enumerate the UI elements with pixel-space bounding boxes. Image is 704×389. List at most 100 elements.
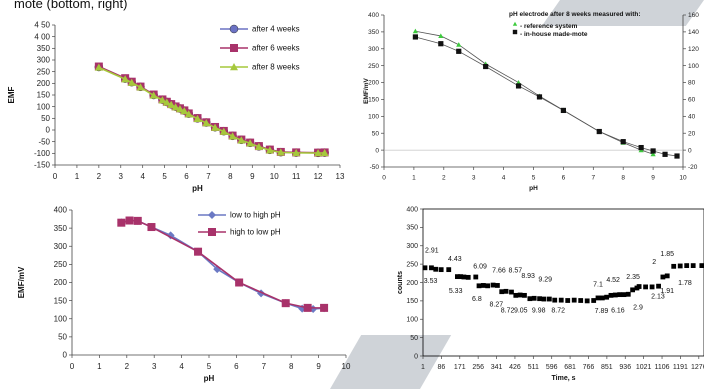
data-label: 1.91 <box>660 288 674 295</box>
x-tick-label: 5 <box>207 362 212 371</box>
x-tick-label: 13 <box>336 172 345 181</box>
x-tick-label: 7 <box>591 175 595 182</box>
data-point <box>133 216 142 225</box>
x-tick-label: 596 <box>546 364 558 371</box>
y-tick-label: -100 <box>34 149 51 158</box>
x-tick-label: 6 <box>184 172 189 181</box>
data-point <box>656 283 661 289</box>
data-point <box>158 96 167 104</box>
x-tick-label: 9 <box>651 175 655 182</box>
data-point <box>620 139 626 145</box>
data-label: 4.43 <box>448 256 462 263</box>
x-tick-label: 256 <box>472 364 484 371</box>
data-point <box>149 91 158 99</box>
x-tick-label: 1 <box>412 175 416 182</box>
data-label: 7.1 <box>593 282 603 289</box>
y2-tick-label: 140 <box>688 29 699 36</box>
y-tick-label: 100 <box>54 314 68 323</box>
data-point <box>276 148 285 156</box>
data-point <box>476 283 482 289</box>
legend-marker <box>230 44 238 52</box>
y-axis-label: counts <box>397 271 404 294</box>
data-point <box>167 100 176 108</box>
data-label: 6.8 <box>472 296 482 303</box>
data-point <box>219 127 228 135</box>
data-point <box>522 292 527 298</box>
data-point <box>94 63 103 71</box>
y-tick-label: 350 <box>37 44 51 53</box>
data-point <box>517 292 523 298</box>
x-tick-label: 10 <box>679 175 687 182</box>
data-point <box>499 289 505 295</box>
x-tick-label: 11 <box>292 172 301 181</box>
x-tick-label: 6 <box>234 362 239 371</box>
x-tick-label: 12 <box>314 172 323 181</box>
data-label: 7.66 <box>492 268 506 275</box>
x-tick-label: 766 <box>583 364 595 371</box>
data-point <box>422 265 428 271</box>
y-tick-label: 250 <box>37 67 51 76</box>
data-point <box>438 267 444 273</box>
data-point <box>446 267 452 273</box>
y-tick-label: 350 <box>406 225 418 232</box>
data-point <box>671 263 677 269</box>
y-tick-label: 50 <box>410 335 418 342</box>
data-point <box>490 282 496 288</box>
x-tick-label: 3 <box>119 172 124 181</box>
x-tick-label: 4 <box>502 175 506 182</box>
y-tick-label: 50 <box>41 114 50 123</box>
y-tick-label: 150 <box>37 91 51 100</box>
x-tick-label: 851 <box>601 364 613 371</box>
y-tick-label: 0 <box>46 126 51 135</box>
data-point <box>595 295 601 301</box>
x-tick-label: 8 <box>289 362 294 371</box>
data-point <box>495 283 500 288</box>
y2-tick-label: 120 <box>688 46 699 53</box>
y-tick-label: 50 <box>372 130 380 137</box>
y2-tick-label: 100 <box>688 63 699 70</box>
data-label: 9.29 <box>538 276 552 283</box>
data-point <box>515 83 522 89</box>
data-point <box>246 139 255 147</box>
x-tick-label: 511 <box>528 364 539 371</box>
y-tick-label: 200 <box>406 280 418 287</box>
data-point <box>625 291 631 297</box>
y-tick-label: 150 <box>368 97 379 104</box>
data-point <box>184 110 193 118</box>
data-point <box>537 296 542 302</box>
y-tick-label: 350 <box>54 224 68 233</box>
data-point <box>560 107 566 114</box>
data-point <box>650 148 656 154</box>
x-tick-label: 7 <box>262 362 267 371</box>
data-point <box>473 274 479 280</box>
legend-marker <box>230 63 238 71</box>
data-point <box>483 63 489 70</box>
legend-marker <box>512 29 518 35</box>
data-point <box>171 103 180 111</box>
data-point <box>194 247 203 256</box>
y-tick-label: 150 <box>406 298 418 305</box>
y-tick-label: 300 <box>54 242 68 251</box>
y2-tick-label: 20 <box>688 130 696 137</box>
legend-entry: - in-house made-mote <box>520 31 588 38</box>
data-point <box>456 48 462 54</box>
x-tick-label: 4 <box>140 172 145 181</box>
x-tick-label: 1191 <box>673 364 688 371</box>
data-point <box>565 298 571 303</box>
legend-entry: - reference system <box>520 23 578 30</box>
legend-entry: after 6 weeks <box>252 44 300 53</box>
y-tick-label: 400 <box>54 206 68 215</box>
data-point <box>584 298 590 304</box>
y-tick-label: 100 <box>37 102 51 111</box>
data-point <box>546 296 552 302</box>
data-point <box>429 265 434 271</box>
x-tick-label: 1 <box>75 172 80 181</box>
x-tick-label: 2 <box>442 175 446 182</box>
figure-caption: mote (bottom, right) <box>14 0 128 11</box>
data-point <box>662 151 668 157</box>
data-point <box>162 98 171 106</box>
x-tick-label: 3 <box>472 175 476 182</box>
data-label: 6.09 <box>473 264 487 271</box>
y-tick-label: 0 <box>414 353 418 360</box>
x-tick-label: 10 <box>270 172 279 181</box>
